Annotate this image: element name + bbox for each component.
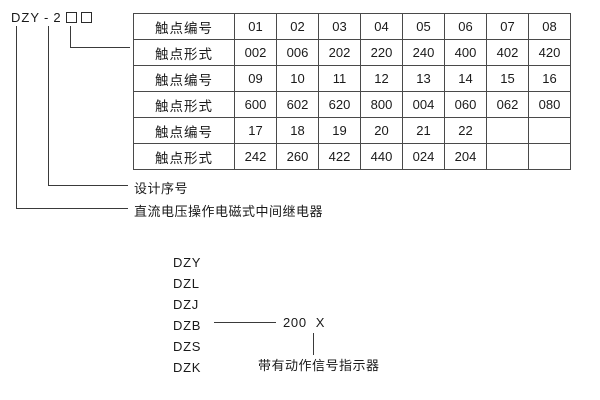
- table-cell: 600: [234, 91, 277, 118]
- table-cell: 220: [360, 39, 403, 66]
- table-cell: 15: [486, 65, 529, 92]
- table-cell: 800: [360, 91, 403, 118]
- table-cell: 20: [360, 117, 403, 144]
- indicator-note-label: 带有动作信号指示器: [258, 358, 380, 373]
- row-label: 触点形式: [133, 143, 235, 170]
- row-label: 触点形式: [133, 39, 235, 66]
- table-row: 触点形式 600 602 620 800 004 060 062 080: [133, 91, 571, 118]
- leader-line-contacts-vertical: [70, 26, 72, 48]
- table-cell: [486, 117, 529, 144]
- table-cell: 07: [486, 13, 529, 40]
- table-cell: 09: [234, 65, 277, 92]
- table-cell: 420: [528, 39, 571, 66]
- series-suffix: X: [315, 315, 326, 330]
- table-cell: 204: [444, 143, 487, 170]
- series-number-group: 200 X: [283, 315, 325, 330]
- table-row: 触点形式 242 260 422 440 024 204: [133, 143, 571, 170]
- callout-design-serial: 设计序号: [134, 181, 189, 196]
- list-item: DZL: [173, 276, 200, 291]
- table-cell: 024: [402, 143, 445, 170]
- table-cell: 10: [276, 65, 319, 92]
- leader-line-series-connector: [214, 322, 276, 324]
- table-cell: 060: [444, 91, 487, 118]
- table-cell: 16: [528, 65, 571, 92]
- designation-series: 2: [53, 10, 62, 25]
- leader-line-serial-vertical: [48, 26, 50, 186]
- table-cell: 602: [276, 91, 319, 118]
- table-cell: 01: [234, 13, 277, 40]
- table-cell: 402: [486, 39, 529, 66]
- row-label: 触点编号: [133, 13, 235, 40]
- leader-line-serial-horizontal: [48, 185, 128, 187]
- model-designation: DZY - 2: [11, 10, 92, 25]
- list-item: DZJ: [173, 297, 199, 312]
- contact-form-table: 触点编号 01 02 03 04 05 06 07 08 触点形式 002 00…: [133, 13, 571, 170]
- table-cell: 006: [276, 39, 319, 66]
- table-cell: 21: [402, 117, 445, 144]
- table-row: 触点编号 01 02 03 04 05 06 07 08: [133, 13, 571, 40]
- list-item: DZY: [173, 255, 202, 270]
- table-cell: [486, 143, 529, 170]
- leader-line-indicator-vertical: [313, 333, 315, 355]
- table-cell: 12: [360, 65, 403, 92]
- table-cell: 18: [276, 117, 319, 144]
- table-cell: 13: [402, 65, 445, 92]
- table-cell: [528, 117, 571, 144]
- table-cell: 620: [318, 91, 361, 118]
- leader-line-description-vertical: [16, 26, 18, 209]
- leader-line-contacts-horizontal: [70, 47, 130, 49]
- table-cell: 03: [318, 13, 361, 40]
- placeholder-box-icon-1: [65, 12, 77, 23]
- table-cell: [528, 143, 571, 170]
- table-cell: 22: [444, 117, 487, 144]
- callout-relay-description: 直流电压操作电磁式中间继电器: [134, 204, 324, 219]
- table-row: 触点编号 09 10 11 12 13 14 15 16: [133, 65, 571, 92]
- designation-prefix: DZY: [11, 10, 40, 25]
- table-cell: 11: [318, 65, 361, 92]
- placeholder-box-icon-2: [80, 12, 92, 23]
- table-cell: 002: [234, 39, 277, 66]
- row-label: 触点编号: [133, 65, 235, 92]
- leader-line-description-horizontal: [16, 208, 128, 210]
- table-cell: 202: [318, 39, 361, 66]
- row-label: 触点编号: [133, 117, 235, 144]
- table-cell: 240: [402, 39, 445, 66]
- table-row: 触点编号 17 18 19 20 21 22: [133, 117, 571, 144]
- table-cell: 19: [318, 117, 361, 144]
- table-cell: 440: [360, 143, 403, 170]
- table-cell: 062: [486, 91, 529, 118]
- table-cell: 04: [360, 13, 403, 40]
- list-item: DZS: [173, 339, 202, 354]
- table-cell: 080: [528, 91, 571, 118]
- designation-separator: -: [44, 10, 50, 25]
- series-number: 200: [283, 315, 307, 330]
- table-cell: 260: [276, 143, 319, 170]
- list-item: DZK: [173, 360, 202, 375]
- table-cell: 17: [234, 117, 277, 144]
- table-cell: 242: [234, 143, 277, 170]
- model-code-list: DZY DZL DZJ DZB DZS DZK: [173, 252, 201, 378]
- table-body: 触点编号 01 02 03 04 05 06 07 08 触点形式 002 00…: [133, 13, 571, 170]
- table-cell: 06: [444, 13, 487, 40]
- row-label: 触点形式: [133, 91, 235, 118]
- table-cell: 422: [318, 143, 361, 170]
- list-item: DZB: [173, 318, 202, 333]
- table-cell: 02: [276, 13, 319, 40]
- table-cell: 05: [402, 13, 445, 40]
- table-cell: 08: [528, 13, 571, 40]
- table-cell: 004: [402, 91, 445, 118]
- table-cell: 14: [444, 65, 487, 92]
- table-cell: 400: [444, 39, 487, 66]
- table-row: 触点形式 002 006 202 220 240 400 402 420: [133, 39, 571, 66]
